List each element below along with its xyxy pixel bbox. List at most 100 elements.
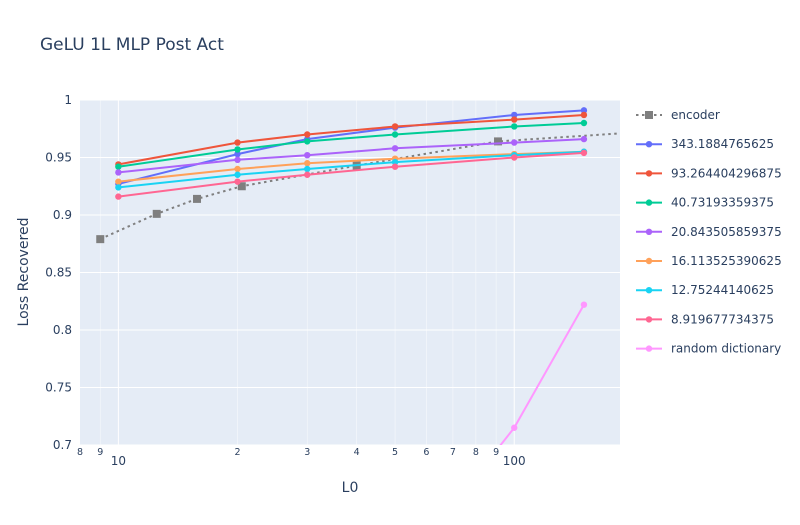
series-line — [118, 151, 584, 198]
data-point — [115, 178, 122, 185]
legend-label: 343.1884765625 — [671, 137, 774, 151]
x-axis-title: L0 — [342, 480, 359, 496]
data-point — [580, 119, 588, 127]
y-tick-label: 0.7 — [53, 438, 72, 452]
y-tick-label: 0.8 — [53, 323, 72, 337]
data-point — [304, 131, 311, 138]
legend-label: 20.843505859375 — [671, 225, 782, 239]
data-point — [152, 209, 161, 218]
legend-swatch-marker — [645, 141, 653, 148]
x-minor-tick-label: 4 — [354, 447, 360, 458]
data-point — [580, 107, 588, 114]
legend-swatch-marker — [645, 170, 653, 177]
x-minor-tick-label: 8 — [473, 447, 479, 458]
legend-swatch-marker — [645, 111, 653, 119]
x-minor-tick-label: 3 — [304, 447, 310, 458]
legend-item[interactable]: 8.919677734375 — [636, 312, 774, 326]
data-point — [115, 163, 122, 170]
legend-label: 12.75244140625 — [671, 283, 774, 297]
x-minor-tick-label: 9 — [97, 447, 103, 458]
data-point — [511, 116, 518, 123]
data-point — [511, 111, 518, 119]
series-20-843505859375 — [115, 135, 588, 176]
series-random-dictionary — [499, 301, 588, 445]
series-line — [118, 109, 584, 185]
data-point — [511, 123, 518, 130]
chart-title: GeLU 1L MLP Post Act — [40, 35, 224, 55]
data-point — [234, 139, 241, 146]
legend-label: 8.919677734375 — [671, 312, 774, 326]
series-line — [118, 150, 584, 189]
legend-label: 16.113525390625 — [671, 254, 782, 268]
data-point — [511, 424, 518, 431]
data-point — [391, 145, 399, 152]
data-point — [391, 131, 399, 138]
y-axis: 0.7 0.75 0.8 0.85 0.9 0.95 1 — [45, 93, 72, 452]
legend-label: random dictionary — [671, 342, 781, 356]
legend-label: encoder — [671, 108, 720, 122]
data-point — [580, 301, 588, 308]
data-point — [511, 154, 518, 161]
legend-swatch-marker — [645, 257, 653, 265]
legend-label: 93.264404296875 — [671, 166, 782, 180]
y-axis-title: Loss Recovered — [16, 218, 32, 327]
data-point — [391, 158, 399, 166]
y-tick-label: 1 — [64, 93, 72, 107]
legend-swatch-marker — [645, 316, 653, 323]
data-point — [234, 178, 241, 185]
series-line — [118, 114, 584, 166]
legend-item[interactable]: 16.113525390625 — [636, 254, 782, 268]
y-tick-label: 0.95 — [45, 151, 72, 165]
data-point — [234, 150, 241, 158]
x-tick-label: 10 — [111, 454, 126, 468]
legend-swatch-marker — [645, 287, 653, 294]
series-93-264404296875 — [115, 111, 588, 168]
data-point — [234, 146, 241, 153]
legend-label: 40.73193359375 — [671, 196, 774, 210]
x-axis: 10 100 8 9 2 3 4 5 6 7 8 9 — [77, 447, 526, 468]
data-point — [304, 171, 311, 178]
data-point — [115, 184, 122, 191]
data-point — [391, 163, 399, 170]
data-point — [580, 135, 588, 143]
series-8-919677734375 — [115, 149, 588, 200]
legend-item[interactable]: 40.73193359375 — [636, 196, 774, 210]
legend-item[interactable]: 343.1884765625 — [636, 137, 774, 151]
data-point — [96, 235, 105, 244]
x-minor-tick-label: 2 — [235, 447, 241, 458]
legend-item[interactable]: 12.75244140625 — [636, 283, 774, 297]
data-point — [511, 139, 518, 146]
x-tick-label: 100 — [503, 454, 526, 468]
x-minor-tick-label: 8 — [77, 447, 83, 458]
legend-item[interactable]: random dictionary — [636, 342, 781, 356]
data-point — [580, 111, 588, 119]
x-minor-tick-label: 9 — [493, 447, 499, 458]
legend-item[interactable]: encoder — [636, 108, 720, 122]
data-point — [304, 165, 311, 173]
legend[interactable]: encoder 343.1884765625 93.264404296875 40.7… — [636, 108, 782, 356]
data-point — [234, 171, 241, 178]
series-line — [118, 122, 584, 168]
legend-swatch-marker — [645, 199, 653, 206]
series-40-73193359375 — [115, 119, 588, 170]
y-tick-label: 0.9 — [53, 208, 72, 222]
data-point — [494, 137, 503, 146]
legend-swatch-marker — [645, 345, 653, 352]
series-line — [118, 138, 584, 174]
series-layer — [96, 107, 620, 445]
data-point — [115, 169, 122, 176]
data-point — [237, 182, 246, 191]
x-minor-tick-label: 6 — [423, 447, 429, 458]
legend-item[interactable]: 20.843505859375 — [636, 225, 782, 239]
data-point — [304, 152, 311, 159]
legend-item[interactable]: 93.264404296875 — [636, 166, 782, 180]
y-tick-label: 0.75 — [45, 381, 72, 395]
data-point — [304, 160, 311, 167]
legend-swatch-marker — [645, 228, 653, 235]
data-point — [115, 193, 122, 200]
y-tick-label: 0.85 — [45, 266, 72, 280]
data-point — [234, 156, 241, 163]
data-point — [234, 165, 241, 173]
data-point — [580, 149, 588, 157]
